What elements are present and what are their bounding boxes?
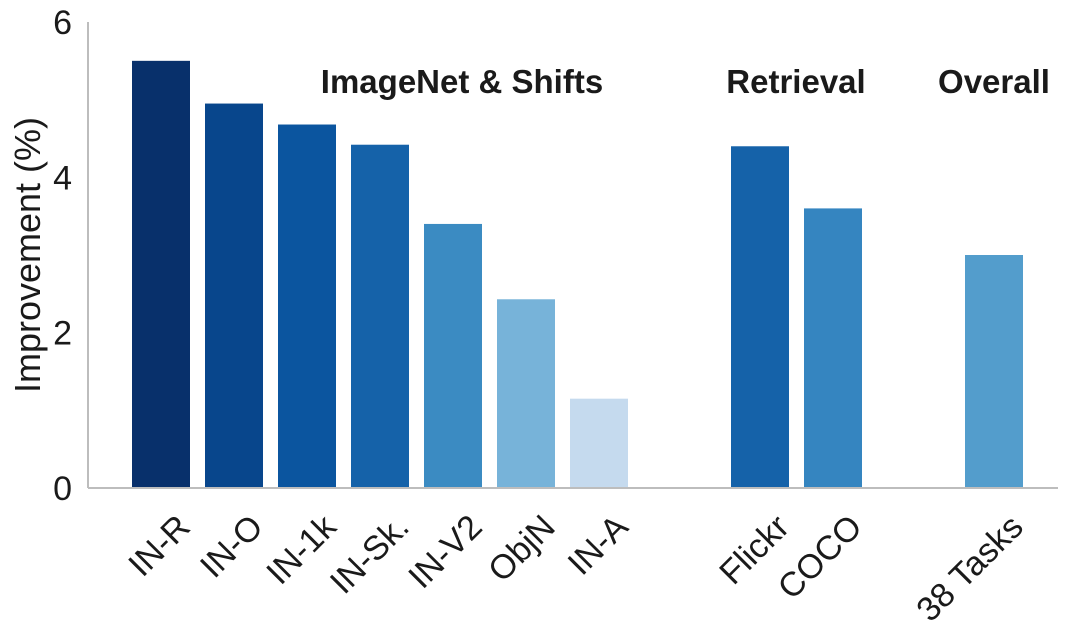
x-tick-label: IN-A	[561, 508, 636, 583]
x-tick-label: IN-R	[121, 508, 197, 584]
x-tick-label: IN-V2	[401, 508, 489, 596]
bar-objn	[497, 299, 555, 488]
bars-layer	[132, 60, 1023, 489]
bar-coco	[804, 208, 862, 488]
axes-layer	[87, 22, 1058, 489]
y-tick-label: 2	[53, 315, 72, 353]
x-tick-label: ObjN	[481, 508, 563, 590]
y-axis-title: Improvement (%)	[7, 117, 48, 393]
bar-in-o	[205, 103, 263, 489]
bar-in-v2	[424, 223, 482, 488]
bar-38-tasks	[965, 255, 1023, 488]
y-tick-label: 6	[53, 4, 72, 42]
y-tick-labels: 0 2 4 6	[53, 4, 72, 508]
group-title: ImageNet & Shifts	[321, 63, 603, 100]
x-tick-label: IN-O	[193, 508, 271, 586]
bar-in-r	[132, 60, 190, 488]
bar-in-1k	[278, 124, 336, 489]
x-tick-label: COCO	[771, 508, 870, 607]
group-titles: ImageNet & Shifts Retrieval Overall	[321, 63, 1050, 100]
group-title: Retrieval	[726, 63, 865, 100]
bar-in-sk	[351, 144, 409, 489]
group-title: Overall	[938, 63, 1050, 100]
x-tick-label: 38 Tasks	[909, 508, 1030, 629]
bar-in-a	[570, 398, 628, 488]
x-tick-label: IN-Sk.	[323, 508, 417, 602]
y-tick-label: 4	[53, 159, 72, 197]
y-tick-label: 0	[53, 470, 72, 508]
bar-flickr	[731, 146, 789, 488]
